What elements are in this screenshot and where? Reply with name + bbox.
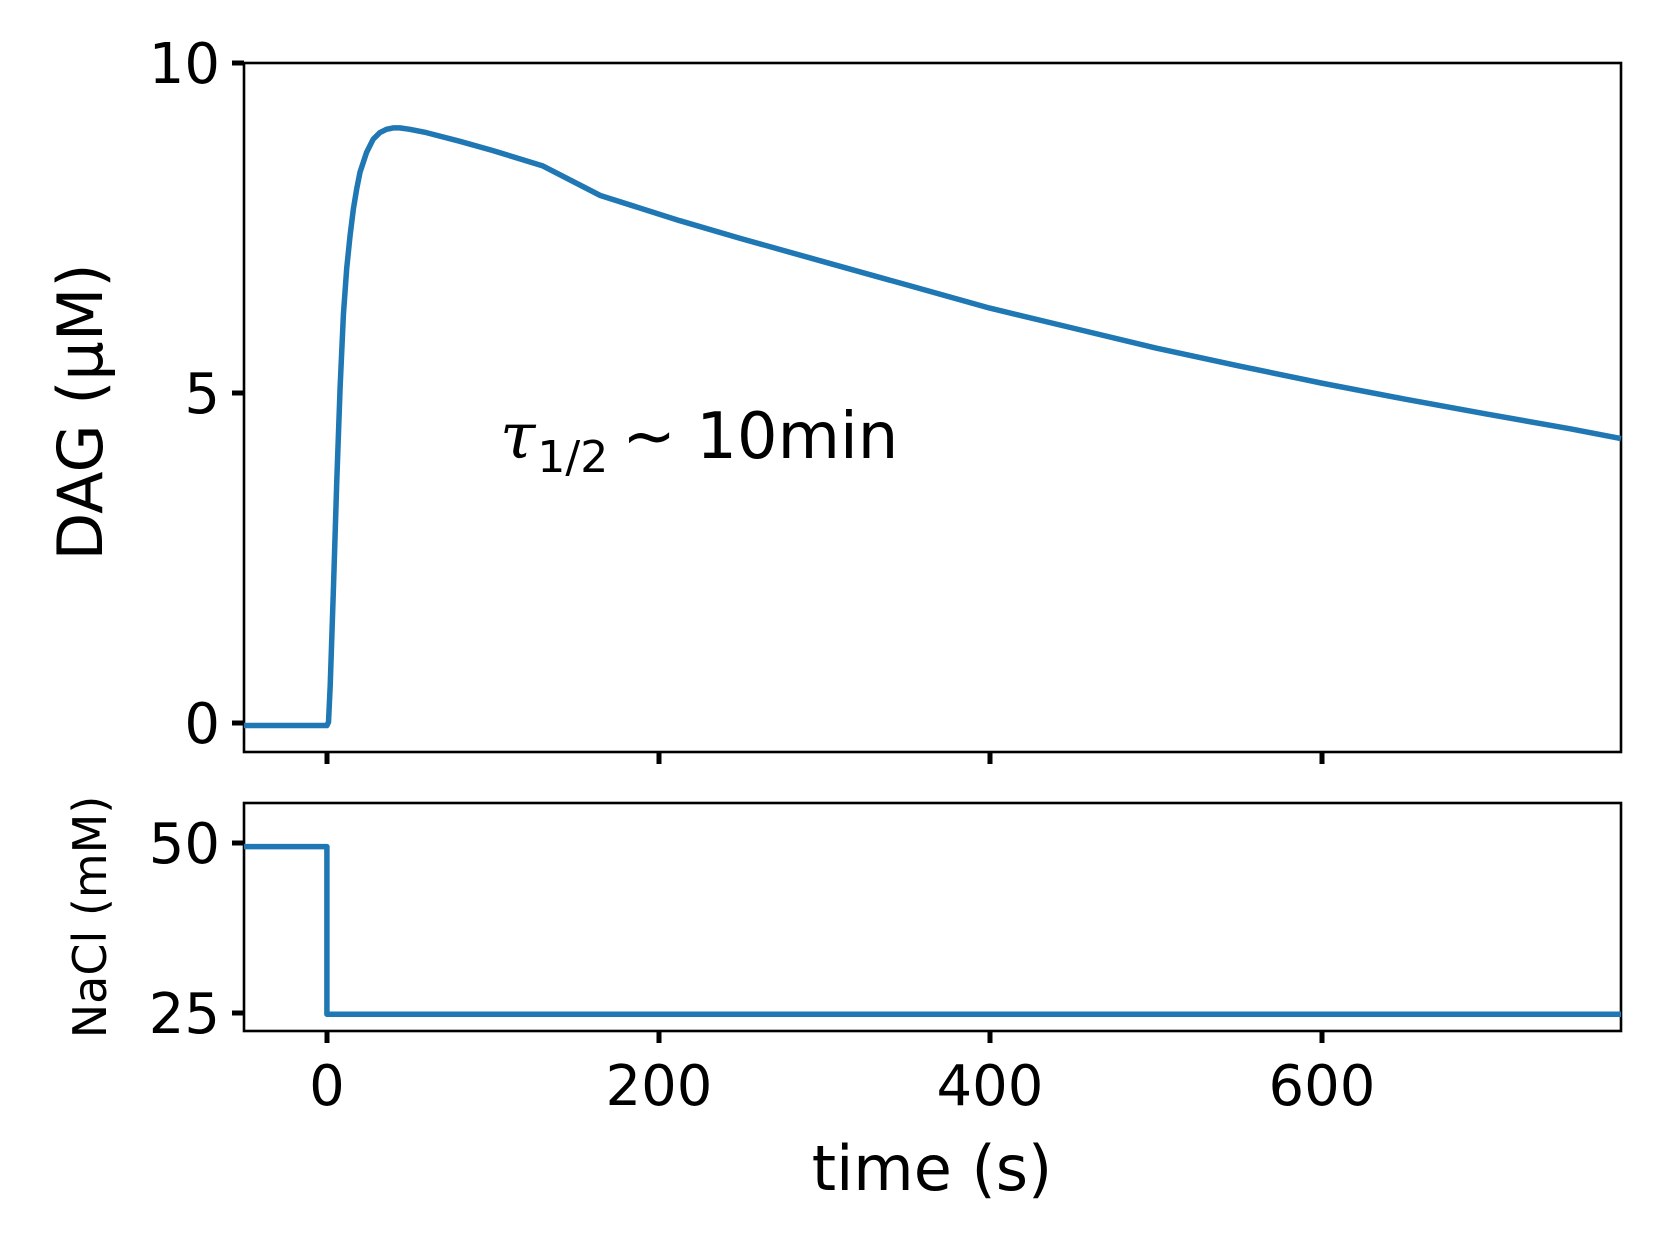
annotation-text: ~ 10min bbox=[622, 400, 898, 474]
tau-subscript: 1/2 bbox=[537, 432, 608, 483]
tau-symbol: τ bbox=[500, 400, 537, 474]
nacl-y-ticks: 50 25 bbox=[149, 812, 244, 1047]
dag-y-ticks: 0 5 10 bbox=[149, 32, 244, 757]
dag-plot-frame bbox=[242, 61, 1623, 754]
nacl-x-ticks: 0 200 400 600 bbox=[309, 1031, 1375, 1119]
dag-ytick-label-0: 0 bbox=[184, 692, 220, 757]
nacl-y-axis-label: NaCl (mM) bbox=[63, 796, 117, 1039]
xtick-label-0: 0 bbox=[309, 1054, 345, 1119]
dag-panel: 0 5 10 DAG (μM) τ1/2 ~ 10min bbox=[44, 32, 1623, 764]
dag-x-ticks bbox=[324, 752, 1325, 764]
x-axis-label: time (s) bbox=[812, 1132, 1052, 1205]
dag-ytick-label-10: 10 bbox=[149, 32, 220, 97]
xtick-label-200: 200 bbox=[606, 1054, 713, 1119]
nacl-panel: 50 25 0 200 400 600 NaCl (mM) time (s) bbox=[63, 796, 1623, 1205]
dag-ytick-label-5: 5 bbox=[184, 362, 220, 427]
nacl-plot-frame bbox=[242, 801, 1623, 1033]
xtick-label-400: 400 bbox=[937, 1054, 1044, 1119]
nacl-ytick-label-50: 50 bbox=[149, 812, 220, 877]
nacl-series-line bbox=[244, 843, 1621, 1017]
nacl-ytick-label-25: 25 bbox=[149, 982, 220, 1047]
half-life-annotation: τ1/2 ~ 10min bbox=[500, 400, 898, 483]
xtick-label-600: 600 bbox=[1269, 1054, 1376, 1119]
dag-series-line bbox=[244, 125, 1622, 729]
dag-y-axis-label: DAG (μM) bbox=[44, 263, 117, 560]
